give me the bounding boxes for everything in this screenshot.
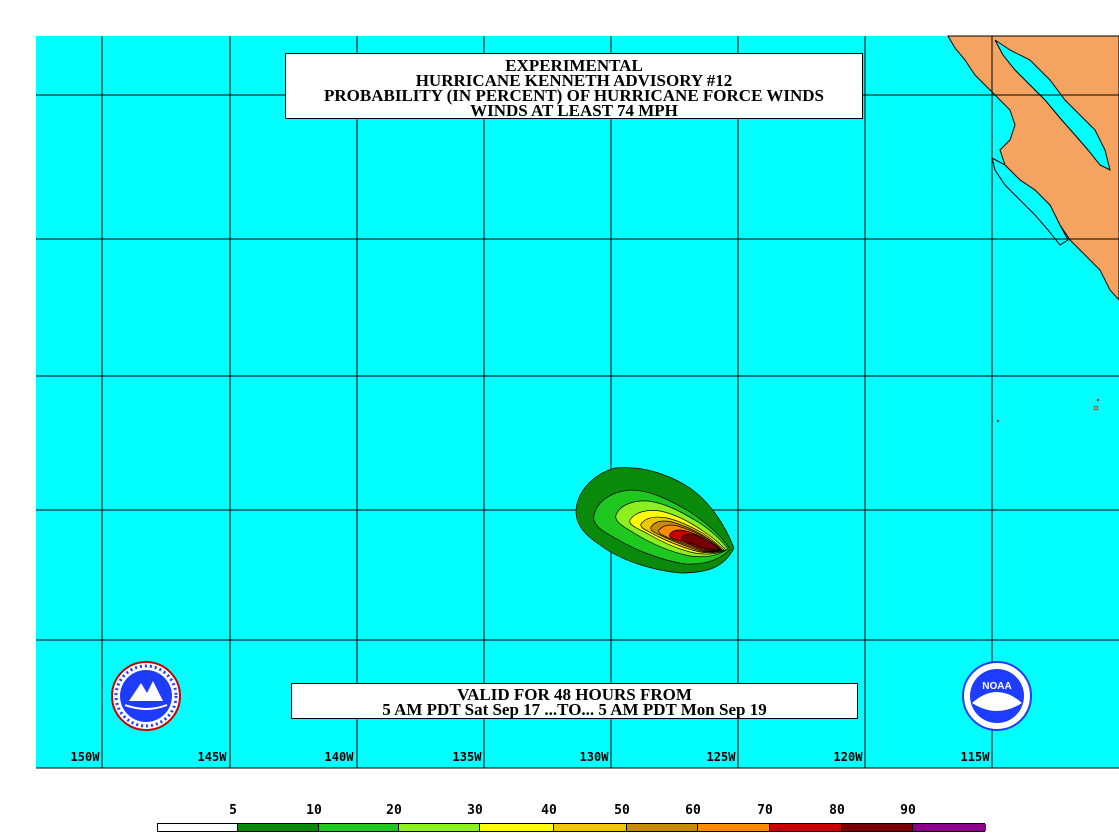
noaa-logo-text: NOAA [982, 681, 1011, 692]
legend-value-30: 30 [467, 803, 483, 818]
legend-value-40: 40 [541, 803, 557, 818]
lon-label-140w: 140W [324, 750, 354, 764]
legend-swatch [158, 824, 238, 831]
island [996, 419, 1000, 423]
noaa-logo-icon: NOAA [962, 661, 1032, 731]
lon-label-115w: 115W [960, 750, 990, 764]
legend-swatch [627, 824, 698, 831]
baja-peninsula-edge [991, 157, 1069, 246]
lon-label-120w: 120W [833, 750, 863, 764]
legend-swatch [913, 824, 986, 831]
title-line-1: EXPERIMENTAL [505, 56, 643, 75]
legend-value-10: 10 [306, 803, 322, 818]
title-line-2: HURRICANE KENNETH ADVISORY #12 [415, 71, 733, 90]
legend-value-90: 90 [900, 803, 916, 818]
lon-label-145w: 145W [197, 750, 227, 764]
title-box: EXPERIMENTAL HURRICANE KENNETH ADVISORY … [285, 53, 863, 119]
legend-swatch [770, 824, 842, 831]
legend-swatch [554, 824, 627, 831]
probability-contours [575, 467, 735, 574]
legend-swatch [399, 824, 480, 831]
legend-swatch [480, 824, 554, 831]
valid-period-box: VALID FOR 48 HOURS FROM 5 AM PDT Sat Sep… [291, 683, 858, 719]
legend-value-80: 80 [829, 803, 845, 818]
legend-value-60: 60 [685, 803, 701, 818]
valid-line-1: VALID FOR 48 HOURS FROM [457, 685, 692, 704]
island [1093, 405, 1099, 411]
lon-label-125w: 125W [706, 750, 736, 764]
legend-value-5: 5 [229, 803, 237, 818]
legend-value-20: 20 [386, 803, 402, 818]
lon-label-150w: 150W [70, 750, 100, 764]
legend-value-70: 70 [757, 803, 773, 818]
valid-line-2: 5 AM PDT Sat Sep 17 ...TO... 5 AM PDT Mo… [382, 700, 767, 719]
nws-logo-icon [111, 661, 181, 731]
ocean-area [36, 36, 1119, 768]
title-line-4: WINDS AT LEAST 74 MPH [470, 101, 678, 120]
title-line-3: PROBABILITY (IN PERCENT) OF HURRICANE FO… [324, 86, 824, 105]
legend-swatch [698, 824, 770, 831]
legend-swatch [238, 824, 319, 831]
legend-value-50: 50 [614, 803, 630, 818]
gulf-of-california [994, 39, 1111, 171]
legend-color-bar [157, 823, 986, 832]
legend-swatch [842, 824, 913, 831]
lon-label-135w: 135W [452, 750, 482, 764]
contour-80-90 [680, 534, 720, 551]
island [1096, 398, 1100, 402]
legend-swatch [319, 824, 399, 831]
lon-label-130w: 130W [579, 750, 609, 764]
